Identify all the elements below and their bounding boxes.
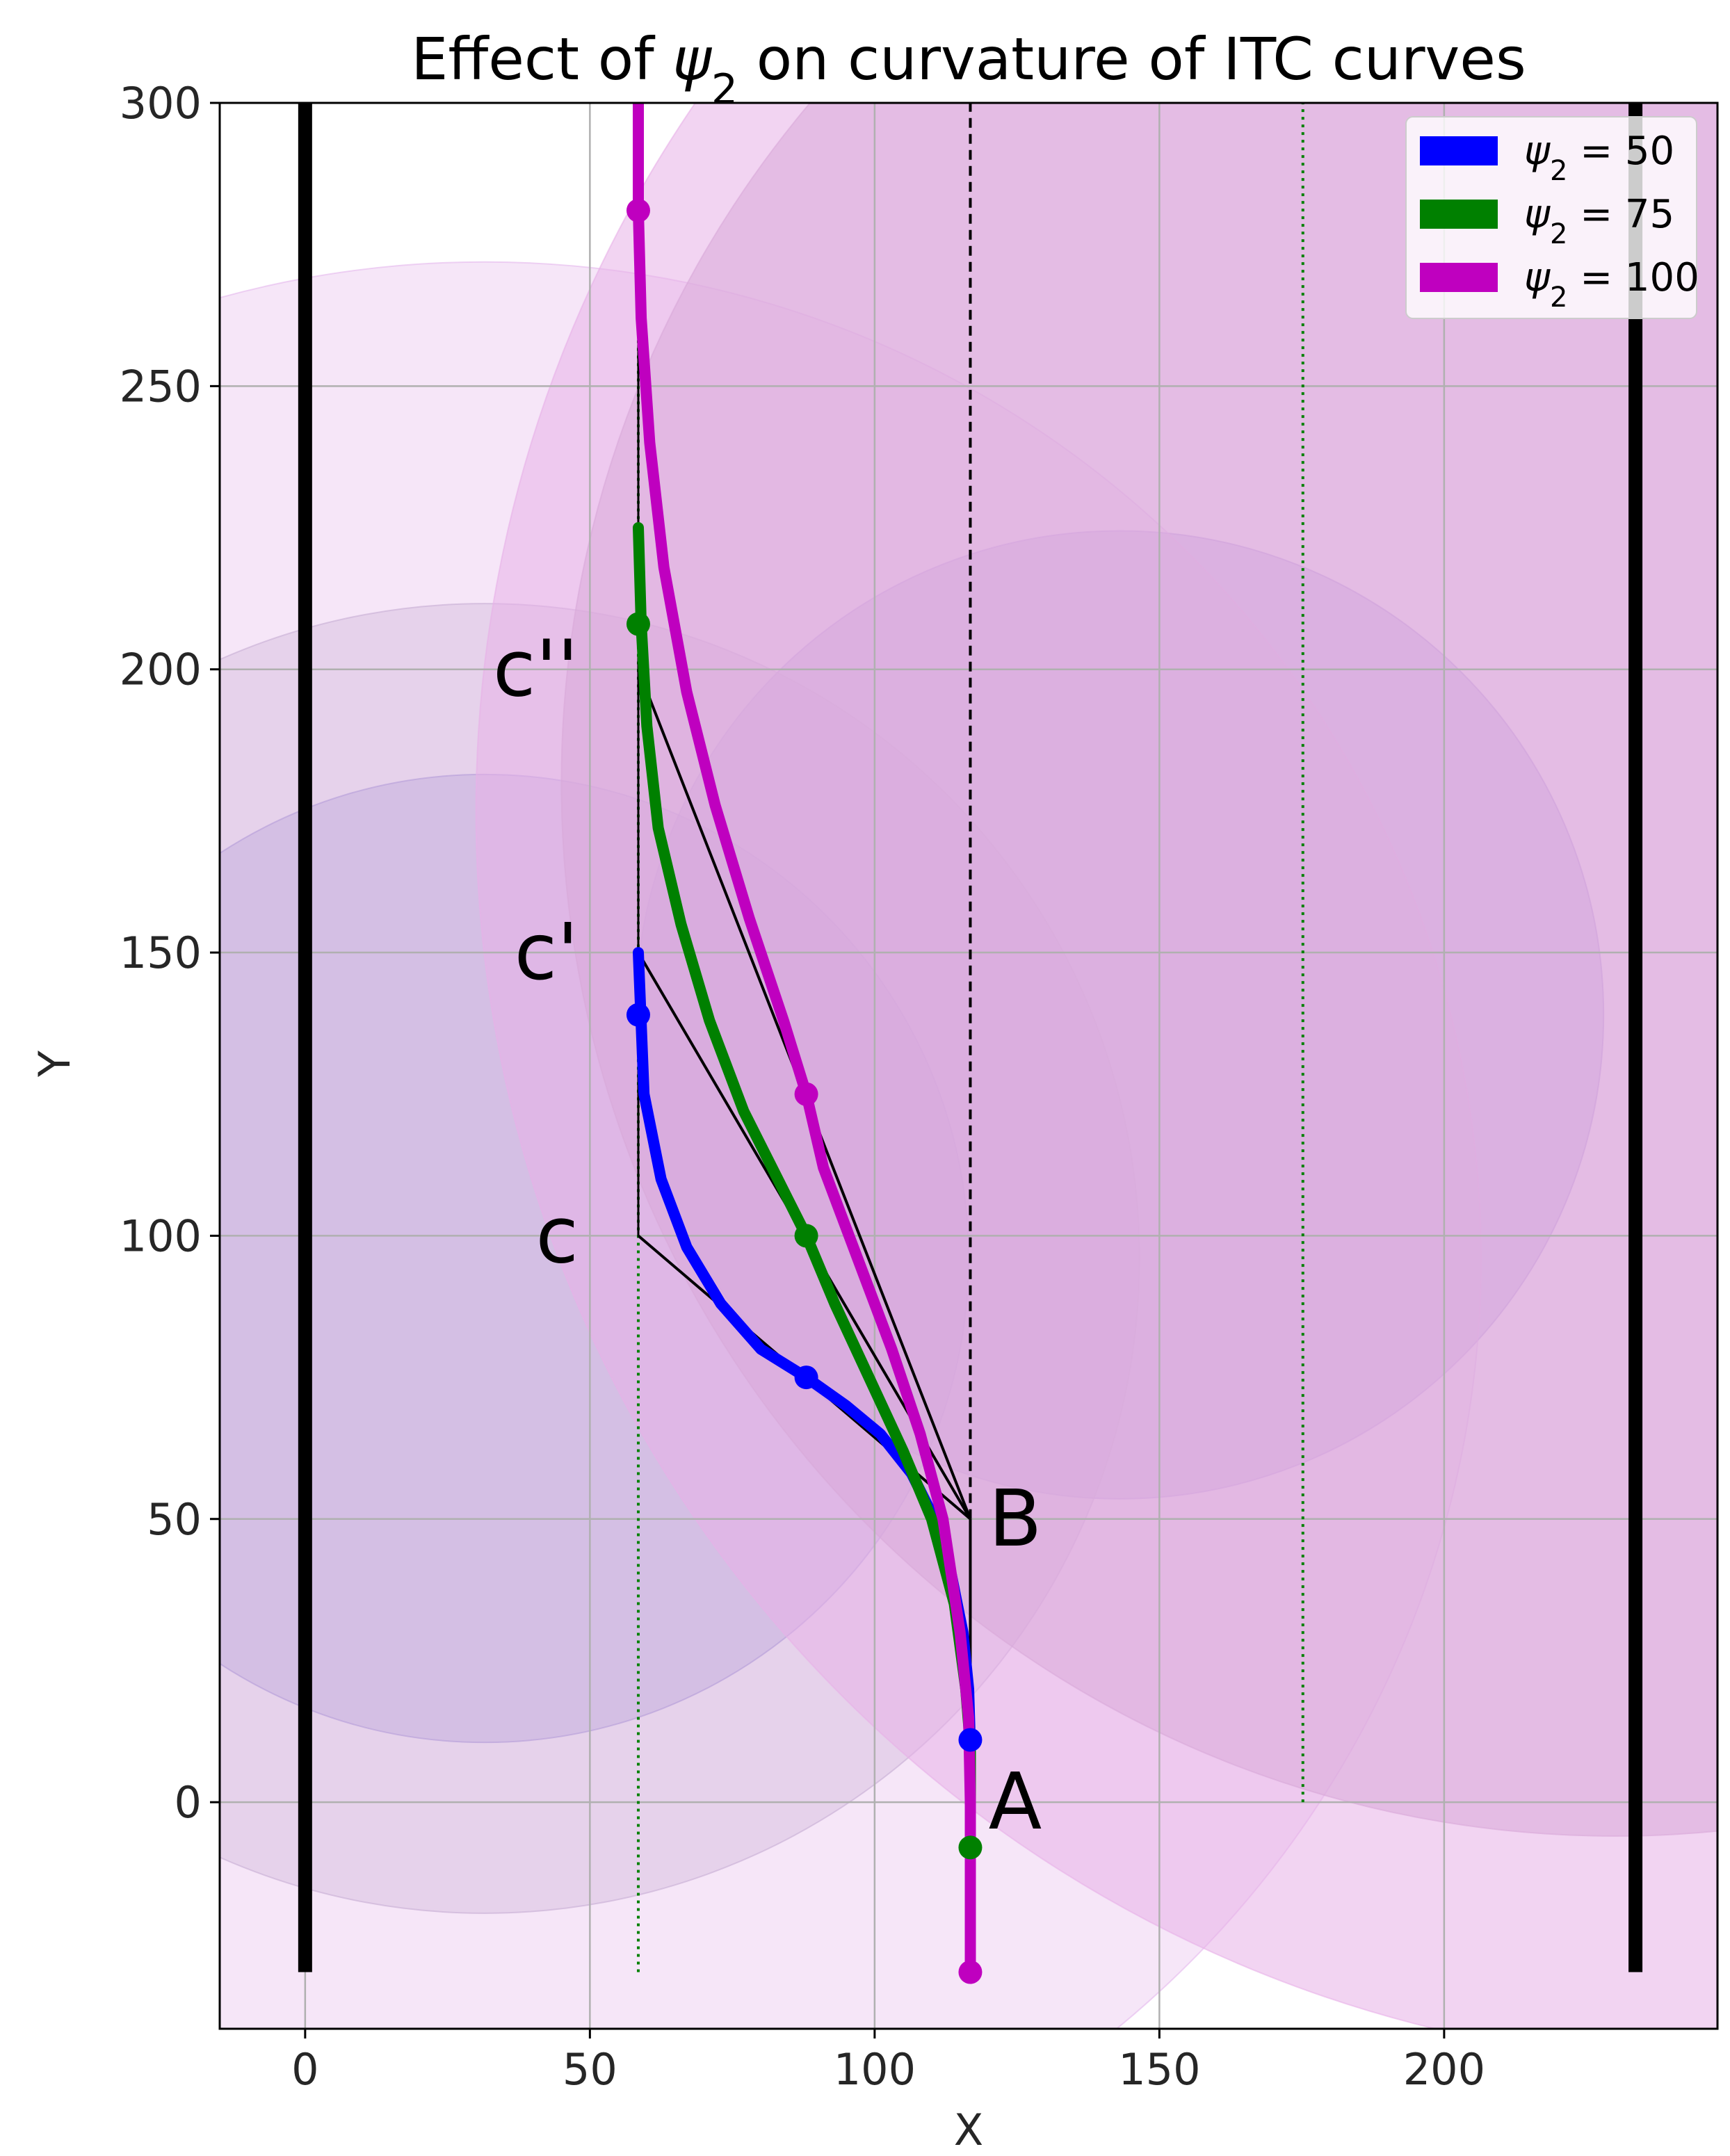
series-point-psi-50-2 [794,1365,818,1390]
title-psi: ψ [672,25,712,93]
series-point-psi-100-2 [794,1082,818,1106]
legend-label-3: ψ2 = 100 [1524,255,1699,314]
legend-swatch-3 [1420,263,1498,292]
legend-swatch-2 [1420,200,1498,229]
annotation-4: B [989,1474,1042,1564]
y-axis-title: Y [29,1051,80,1078]
x-tick-label-200: 200 [1403,2044,1485,2095]
chart-title: Effect of ψ2 on curvature of ITC curves [411,25,1526,114]
legend-label-2: ψ2 = 75 [1524,192,1674,250]
series-point-psi-75-1 [958,1835,983,1860]
y-tick-label-250: 250 [120,361,202,412]
y-tick-label-0: 0 [175,1777,202,1828]
legend-label-1: ψ2 = 50 [1524,129,1674,187]
legend-swatch-1 [1420,136,1498,165]
series-point-psi-75-2 [794,1224,818,1248]
series-point-psi-50-1 [958,1728,983,1752]
y-tick-label-300: 300 [120,78,202,129]
annotation-2: c' [515,907,579,998]
axis-ticks: 0 50 100 150 200 0 50 100 150 200 250 300 [120,78,1485,2095]
title-part-1: Effect of [411,25,672,93]
y-tick-label-100: 100 [120,1210,202,1261]
axes-frame [218,102,1719,2030]
series-point-psi-100-1 [958,1960,983,1984]
x-tick-label-50: 50 [563,2044,617,2095]
y-tick-label-50: 50 [147,1494,202,1545]
x-tick-label-100: 100 [834,2044,916,2095]
series-points [626,198,983,1984]
series-point-psi-50-3 [626,1003,650,1027]
series-point-psi-100-3 [626,198,650,222]
title-part-2: on curvature of ITC curves [738,25,1526,93]
x-tick-label-0: 0 [291,2044,318,2095]
y-tick-label-150: 150 [120,927,202,978]
annotation-3: c'' [493,624,579,715]
shaded-region-6 [476,103,1717,2029]
annotations: c c' c'' B A [493,624,1042,1847]
y-tick-label-200: 200 [120,645,202,695]
x-tick-label-150: 150 [1118,2044,1200,2095]
x-axis-title: X [954,2105,983,2155]
annotation-1: c [535,1190,579,1281]
annotation-5: A [989,1757,1042,1847]
series-point-psi-75-3 [626,612,650,636]
